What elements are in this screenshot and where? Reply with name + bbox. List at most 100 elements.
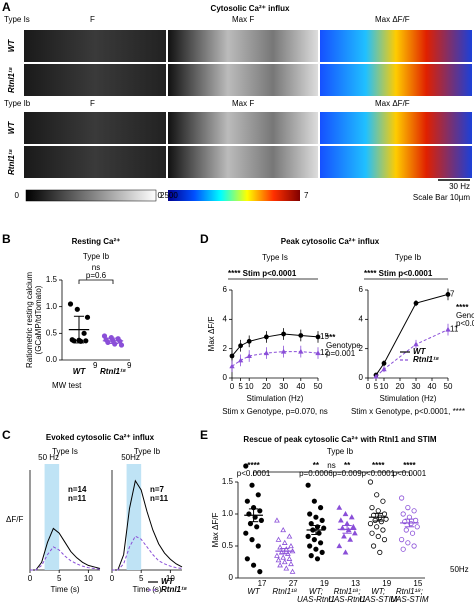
data-point [229,353,235,359]
n-label: 11 [450,325,459,334]
x-tick-label: 5 [57,574,62,583]
stim-stat: **** Stim p<0.0001 [364,269,433,278]
panel-a-images [24,30,472,202]
legend-label: WT [413,347,427,356]
panel-label: C [2,428,11,442]
plot-title: Type Is [52,447,78,456]
data-point [347,536,354,542]
y-tick-label: 0 [229,573,234,582]
series-line [112,479,183,571]
series-line [112,535,183,571]
group-label: WT [247,587,261,596]
genotype-stat: *** [326,333,336,342]
row-label: WT [7,121,16,135]
group-label: UAS-STIM [359,595,398,604]
n-label: n=11 [150,494,169,503]
y-axis-label: Max ΔF/F [211,513,220,548]
column-label: F [90,99,95,108]
data-point [313,514,319,520]
y-tick-label: 0.5 [46,328,58,337]
x-tick-label: 10 [245,382,254,391]
data-point [288,560,294,567]
data-point [411,543,417,549]
stars: ** [344,461,351,470]
data-point [315,350,321,356]
column-label: Max F [232,99,254,108]
data-point [380,498,386,504]
x-tick-label: 50 [444,382,453,391]
data-point [246,353,252,358]
data-point [348,514,355,520]
data-point [317,504,324,511]
interaction-stat: Stim x Genotype, p<0.0001, **** [351,407,465,416]
x-tick-label: 40 [296,382,305,391]
plot-title: Type Ib [395,253,422,262]
x-tick-label: 5 [374,382,379,391]
group-title: Type Is [4,15,30,24]
frequency: 30 Hz [449,182,470,191]
data-point [337,517,344,523]
genotype-stat: p=0.001 [326,349,356,358]
data-point [374,492,380,498]
data-point [67,301,74,307]
data-point [244,498,250,504]
n-label: 19 [382,579,391,588]
genotype-stat: **** [456,303,469,312]
group-label: UAS-Rtnl1 [297,595,335,604]
data-point [350,523,357,529]
test-label: MW test [52,381,82,390]
data-point [283,565,290,571]
bracket [78,279,114,284]
data-point [399,536,405,543]
interaction-stat: Stim x Genotype, p=0.070, ns [222,407,328,416]
y-tick-label: 4 [359,314,364,323]
data-point [244,556,250,562]
data-point [286,533,293,539]
y-tick-label: 2 [223,344,228,353]
scale-label: 0 [158,191,163,200]
data-point [274,552,280,558]
x-tick-label: 50 [314,382,323,391]
x-tick-label: 0 [366,382,371,391]
x-axis-label: Stimulation (Hz) [247,394,304,403]
data-point [74,306,80,312]
data-point [445,291,451,297]
panel-subtitle: Type Ib [83,252,110,261]
panel-label: D [200,232,209,246]
data-point [405,504,411,511]
data-point [280,554,287,560]
data-point [289,568,296,574]
panel-label: A [2,0,11,14]
data-point [409,530,416,536]
n-label: 15 [320,332,329,341]
y-tick-label: 1.0 [46,302,58,311]
data-point [370,543,377,549]
data-point [378,519,384,525]
n-label: 19 [320,579,329,588]
data-point [400,546,406,552]
data-point [313,546,319,552]
data-point [258,517,264,524]
panel-title: Rescue of peak cytosolic Ca²⁺ with Rtnl1… [243,435,436,444]
x-tick-label: WT [73,367,87,376]
data-point [280,526,287,533]
data-point [277,562,283,568]
data-point [367,479,374,485]
data-point [399,495,405,501]
data-point [311,498,317,504]
x-axis-label: Stimulation (Hz) [380,394,437,403]
data-point [307,543,313,549]
data-point [280,348,287,354]
legend-label: Rtnl1¹⁸ [161,585,187,594]
data-point [83,338,89,344]
y-axis-label: ΔF/F [6,515,23,524]
stimulus: 50 Hz [38,453,59,462]
data-point [275,536,282,542]
data-point [254,524,260,530]
x-tick-label: 0 [28,574,33,583]
data-point [336,542,343,549]
p-value: p=0.009 [333,469,363,478]
data-point [319,517,325,524]
column-label: F [90,15,95,24]
